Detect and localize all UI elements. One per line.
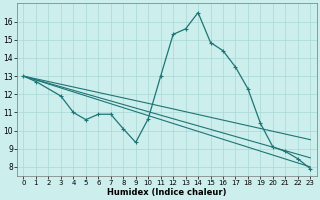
X-axis label: Humidex (Indice chaleur): Humidex (Indice chaleur): [107, 188, 227, 197]
